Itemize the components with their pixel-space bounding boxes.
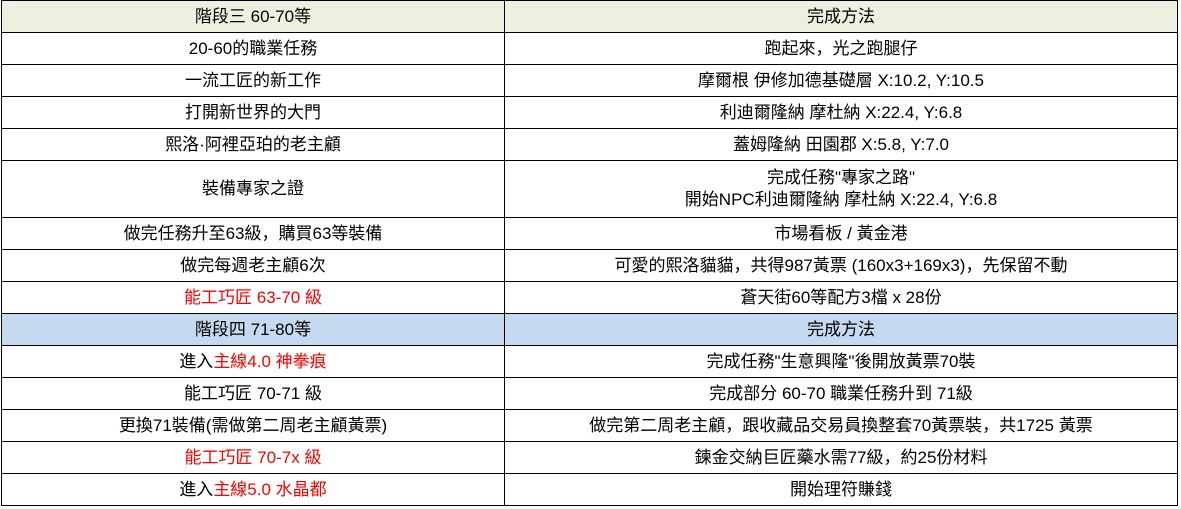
- table-row: 進入主線5.0 水晶都 開始理符賺錢: [1, 473, 1178, 506]
- task-cell: 做完每週老主顧6次: [1, 249, 505, 282]
- task-cell: 進入主線5.0 水晶都: [1, 473, 505, 506]
- method-cell: 完成部分 60-70 職業任務升到 71級: [504, 377, 1178, 410]
- table-row: 打開新世界的大門 利迪爾隆納 摩杜納 X:22.4, Y:6.8: [1, 96, 1178, 129]
- task-cell: 做完任務升至63級，購買63等裝備: [1, 217, 505, 250]
- method-cell: 跑起來，光之跑腿仔: [504, 32, 1178, 65]
- table-row: 20-60的職業任務 跑起來，光之跑腿仔: [1, 32, 1178, 65]
- task-cell: 能工巧匠 70-71 級: [1, 377, 505, 410]
- table-row: 熙洛·阿裡亞珀的老主顧 蓋姆隆納 田園郡 X:5.8, Y:7.0: [1, 128, 1178, 161]
- method-cell: 摩爾根 伊修加德基礎層 X:10.2, Y:10.5: [504, 64, 1178, 97]
- method-cell: 完成任務"生意興隆"後開放黃票70裝: [504, 345, 1178, 378]
- task-text-highlighted: 主線4.0 神拳痕: [213, 351, 327, 371]
- stage3-title: 階段三 60-70等: [1, 0, 505, 33]
- task-cell: 打開新世界的大門: [1, 96, 505, 129]
- task-cell: 更換71裝備(需做第二周老主顧黃票): [1, 409, 505, 442]
- task-cell: 裝備專家之證: [1, 160, 505, 218]
- stage4-header-row: 階段四 71-80等 完成方法: [1, 313, 1178, 346]
- method-cell: 鍊金交納巨匠藥水需77級，約25份材料: [504, 441, 1178, 474]
- method-line: 完成任務"專家之路": [766, 168, 916, 187]
- stage4-title: 階段四 71-80等: [1, 313, 505, 346]
- method-cell: 市場看板 / 黃金港: [504, 217, 1178, 250]
- method-column-header: 完成方法: [504, 0, 1178, 33]
- table-row: 進入主線4.0 神拳痕 完成任務"生意興隆"後開放黃票70裝: [1, 345, 1178, 378]
- table-row: 更換71裝備(需做第二周老主顧黃票) 做完第二周老主顧，跟收藏品交易員換整套70…: [1, 409, 1178, 442]
- task-cell: 進入主線4.0 神拳痕: [1, 345, 505, 378]
- task-cell: 一流工匠的新工作: [1, 64, 505, 97]
- table-row: 做完每週老主顧6次 可愛的熙洛貓貓，共得987黃票 (160x3+169x3)，…: [1, 249, 1178, 282]
- table-row: 裝備專家之證 完成任務"專家之路" 開始NPC利迪爾隆納 摩杜納 X:22.4,…: [1, 160, 1178, 218]
- method-cell: 做完第二周老主顧，跟收藏品交易員換整套70黃票裝，共1725 黃票: [504, 409, 1178, 442]
- task-text: 進入: [179, 351, 214, 371]
- table-row: 做完任務升至63級，購買63等裝備 市場看板 / 黃金港: [1, 217, 1178, 250]
- stage3-header-row: 階段三 60-70等 完成方法: [1, 0, 1178, 33]
- task-cell: 20-60的職業任務: [1, 32, 505, 65]
- task-text: 進入: [179, 479, 214, 499]
- task-text-highlighted: 主線5.0 水晶都: [213, 479, 327, 499]
- table-row: 能工巧匠 70-71 級 完成部分 60-70 職業任務升到 71級: [1, 377, 1178, 410]
- method-cell: 完成任務"專家之路" 開始NPC利迪爾隆納 摩杜納 X:22.4, Y:6.8: [504, 160, 1178, 218]
- method-line: 開始NPC利迪爾隆納 摩杜納 X:22.4, Y:6.8: [684, 190, 998, 209]
- table-row: 一流工匠的新工作 摩爾根 伊修加德基礎層 X:10.2, Y:10.5: [1, 64, 1178, 97]
- method-cell: 可愛的熙洛貓貓，共得987黃票 (160x3+169x3)，先保留不動: [504, 249, 1178, 282]
- task-cell-highlighted: 能工巧匠 70-7x 級: [1, 441, 505, 474]
- table-row: 能工巧匠 63-70 級 蒼天街60等配方3檔 x 28份: [1, 281, 1178, 314]
- method-column-header: 完成方法: [504, 313, 1178, 346]
- method-cell: 利迪爾隆納 摩杜納 X:22.4, Y:6.8: [504, 96, 1178, 129]
- method-cell: 開始理符賺錢: [504, 473, 1178, 506]
- task-cell-highlighted: 能工巧匠 63-70 級: [1, 281, 505, 314]
- table-row: 能工巧匠 70-7x 級 鍊金交納巨匠藥水需77級，約25份材料: [1, 441, 1178, 474]
- method-cell: 蒼天街60等配方3檔 x 28份: [504, 281, 1178, 314]
- method-cell: 蓋姆隆納 田園郡 X:5.8, Y:7.0: [504, 128, 1178, 161]
- task-cell: 熙洛·阿裡亞珀的老主顧: [1, 128, 505, 161]
